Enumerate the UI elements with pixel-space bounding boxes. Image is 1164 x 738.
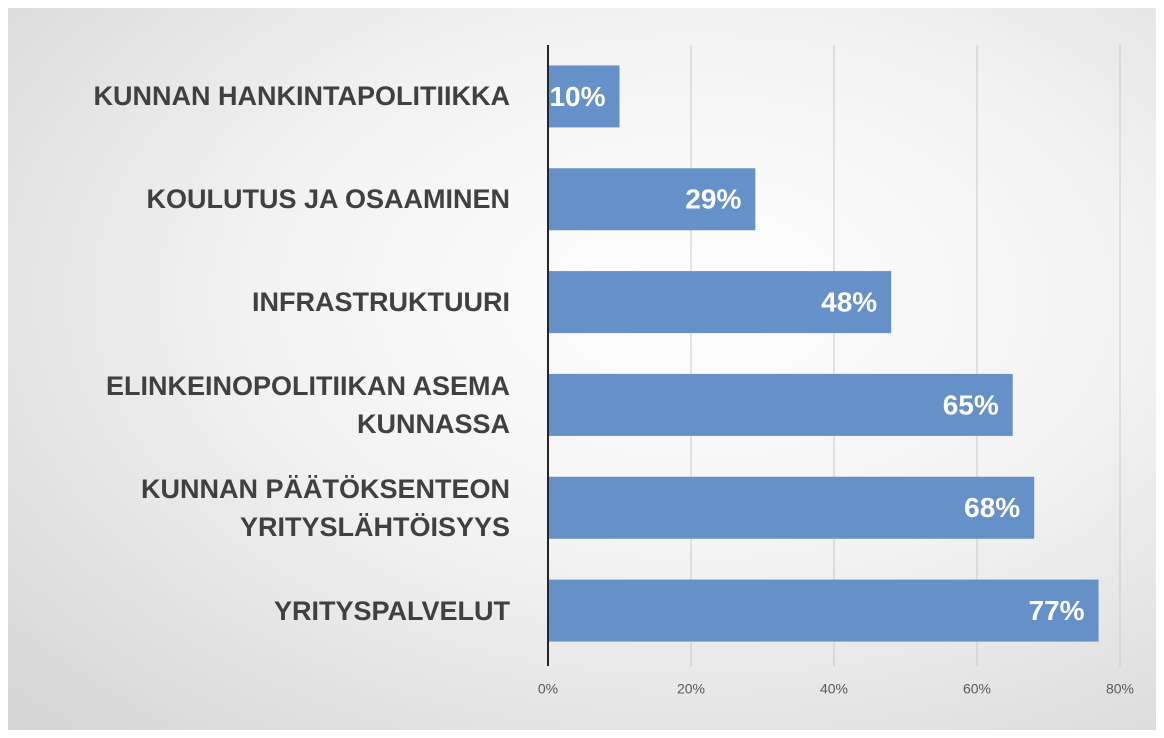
- bar: [548, 476, 1035, 539]
- x-tick-label: 60%: [963, 681, 991, 697]
- x-tick-label: 40%: [820, 681, 848, 697]
- y-tick-label: ELINKEINOPOLITIIKAN ASEMA KUNNASSA: [105, 370, 510, 439]
- data-label: 77%: [1029, 595, 1085, 626]
- bar: [548, 579, 1099, 642]
- data-label: 29%: [685, 184, 741, 215]
- x-tick-label: 0%: [538, 681, 558, 697]
- bar: [548, 65, 620, 128]
- data-label: 65%: [943, 389, 999, 420]
- y-tick-label: YRITYSPALVELUT: [273, 595, 510, 626]
- bar: [548, 168, 756, 231]
- data-label: 10%: [549, 81, 605, 112]
- y-tick-label: INFRASTRUKTUURI: [252, 287, 510, 318]
- x-tick-label: 80%: [1106, 681, 1134, 697]
- y-tick-label: KOULUTUS JA OSAAMINEN: [146, 184, 510, 215]
- data-label: 68%: [964, 492, 1020, 523]
- y-tick-label: KUNNAN PÄÄTÖKSENTEON YRITYSLÄHTÖISYYS: [140, 473, 510, 542]
- bar: [548, 271, 892, 334]
- bar: [548, 373, 1013, 436]
- data-label: 48%: [821, 286, 877, 317]
- x-tick-label: 20%: [677, 681, 705, 697]
- y-tick-label: KUNNAN HANKINTAPOLITIIKKA: [93, 81, 510, 112]
